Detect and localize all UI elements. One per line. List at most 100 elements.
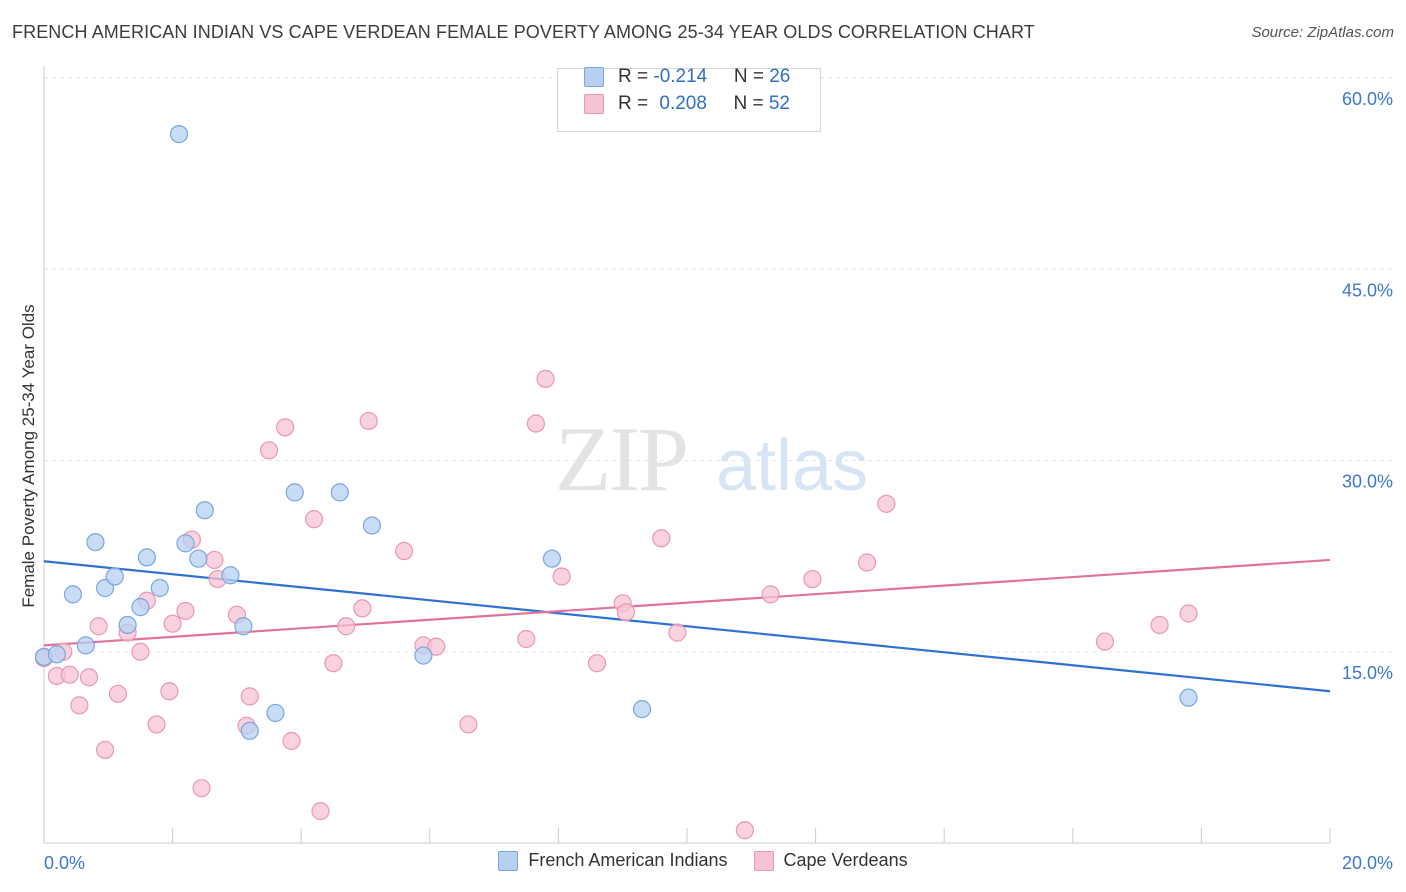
point-cape-verdean bbox=[324, 654, 343, 673]
y-tick-label: 60.0% bbox=[1342, 89, 1393, 109]
point-french-american-indian bbox=[137, 548, 156, 567]
point-cape-verdean bbox=[427, 637, 446, 656]
r-label: R = bbox=[618, 66, 654, 87]
point-cape-verdean bbox=[526, 414, 545, 433]
point-cape-verdean bbox=[735, 821, 754, 840]
point-french-american-indian bbox=[86, 532, 105, 552]
point-cape-verdean bbox=[95, 740, 115, 760]
point-cape-verdean bbox=[359, 411, 378, 431]
pink-swatch bbox=[753, 850, 774, 871]
point-cape-verdean bbox=[259, 441, 279, 460]
legend-label: French American Indians bbox=[528, 850, 728, 870]
point-french-american-indian bbox=[1179, 688, 1198, 707]
point-cape-verdean bbox=[108, 684, 128, 703]
point-french-american-indian bbox=[240, 721, 259, 740]
point-cape-verdean bbox=[616, 603, 636, 622]
point-cape-verdean bbox=[394, 541, 414, 561]
legend-label: Cape Verdeans bbox=[783, 850, 908, 870]
point-french-american-indian bbox=[76, 636, 95, 655]
y-tick-label: 30.0% bbox=[1342, 472, 1393, 492]
point-cape-verdean bbox=[311, 802, 330, 821]
axes bbox=[43, 66, 1331, 844]
point-cape-verdean bbox=[192, 779, 211, 798]
point-cape-verdean bbox=[761, 585, 780, 604]
point-french-american-indian bbox=[221, 566, 240, 585]
point-french-american-indian bbox=[414, 646, 433, 665]
r-value: -0.214 bbox=[653, 66, 708, 87]
point-cape-verdean bbox=[353, 599, 372, 618]
point-french-american-indian bbox=[47, 645, 66, 664]
y-axis-label: Female Poverty Among 25-34 Year Olds bbox=[19, 304, 38, 607]
point-cape-verdean bbox=[304, 510, 324, 529]
point-french-american-indian bbox=[176, 534, 195, 553]
point-cape-verdean bbox=[240, 687, 259, 706]
blue-swatch bbox=[584, 67, 604, 87]
y-tick-label: 45.0% bbox=[1342, 280, 1393, 300]
point-cape-verdean bbox=[60, 665, 79, 684]
point-french-american-indian bbox=[118, 615, 137, 635]
point-french-american-indian bbox=[105, 567, 124, 586]
chart-title: FRENCH AMERICAN INDIAN VS CAPE VERDEAN F… bbox=[12, 22, 1035, 42]
trend-line-french-american-indians bbox=[43, 560, 1331, 693]
point-cape-verdean bbox=[282, 731, 301, 751]
point-french-american-indian bbox=[266, 703, 285, 723]
point-cape-verdean bbox=[1179, 604, 1198, 623]
point-french-american-indian bbox=[285, 483, 304, 502]
r-value: 0.208 bbox=[659, 93, 707, 114]
legend-item-cape-verdeans: Cape Verdeans bbox=[753, 850, 908, 871]
point-cape-verdean bbox=[803, 569, 822, 589]
watermark: ZIP atlas bbox=[555, 408, 868, 510]
point-cape-verdean bbox=[176, 601, 195, 621]
point-cape-verdean bbox=[536, 369, 555, 388]
n-label: N = bbox=[733, 66, 770, 87]
r-label: R = bbox=[618, 93, 654, 114]
point-french-american-indian bbox=[330, 483, 349, 502]
trend-lines bbox=[43, 558, 1331, 693]
legend-item-french-american-indians: French American Indians bbox=[498, 850, 728, 871]
point-cape-verdean bbox=[877, 494, 896, 513]
point-french-american-indian bbox=[189, 549, 208, 568]
point-french-american-indian bbox=[195, 501, 214, 520]
point-cape-verdean bbox=[89, 617, 108, 636]
point-cape-verdean bbox=[205, 550, 224, 570]
data-points bbox=[34, 125, 1198, 840]
y-tick-label: 15.0% bbox=[1342, 663, 1393, 683]
n-value: 52 bbox=[768, 93, 790, 114]
x-tick-label: 0.0% bbox=[44, 853, 85, 873]
point-french-american-indian bbox=[131, 598, 150, 617]
point-cape-verdean bbox=[276, 418, 295, 437]
point-cape-verdean bbox=[1095, 632, 1115, 651]
n-value: 26 bbox=[769, 66, 791, 87]
point-cape-verdean bbox=[163, 614, 182, 633]
x-tick-label: 20.0% bbox=[1342, 853, 1393, 873]
trend-line-cape-verdeans bbox=[43, 558, 1331, 647]
point-french-american-indian bbox=[169, 125, 189, 144]
point-cape-verdean bbox=[1150, 615, 1169, 635]
point-french-american-indian bbox=[63, 585, 83, 604]
point-cape-verdean bbox=[131, 642, 150, 661]
point-cape-verdean bbox=[857, 553, 877, 572]
watermark-zip: ZIP bbox=[555, 408, 687, 510]
point-cape-verdean bbox=[587, 654, 607, 673]
point-french-american-indian bbox=[542, 549, 562, 568]
tick-labels: 15.0% 30.0% 45.0% 60.0% 0.0% 20.0% bbox=[44, 89, 1393, 873]
point-cape-verdean bbox=[147, 715, 166, 734]
point-french-american-indian bbox=[234, 617, 253, 636]
source-label: Source: ZipAtlas.com bbox=[1251, 24, 1394, 41]
point-cape-verdean bbox=[552, 567, 571, 586]
point-cape-verdean bbox=[70, 696, 89, 715]
n-label: N = bbox=[733, 93, 769, 114]
watermark-atlas: atlas bbox=[716, 426, 868, 506]
grid-lines bbox=[44, 77, 1394, 653]
point-cape-verdean bbox=[160, 682, 179, 701]
pink-swatch bbox=[584, 94, 604, 114]
point-cape-verdean bbox=[337, 617, 356, 636]
point-cape-verdean bbox=[652, 529, 671, 548]
point-cape-verdean bbox=[668, 623, 687, 642]
point-cape-verdean bbox=[517, 629, 536, 649]
blue-swatch bbox=[498, 850, 519, 871]
point-french-american-indian bbox=[362, 516, 382, 535]
point-cape-verdean bbox=[79, 668, 99, 687]
point-french-american-indian bbox=[632, 700, 652, 719]
